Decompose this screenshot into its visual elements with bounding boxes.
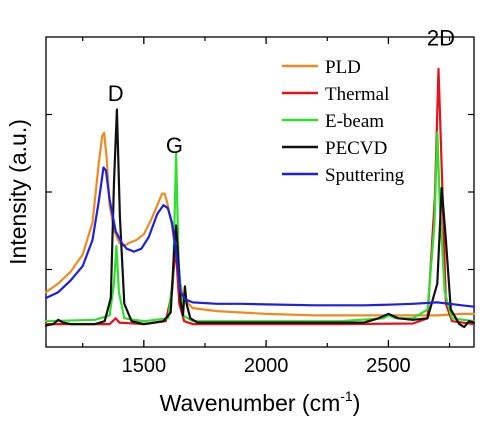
series-layer <box>44 67 476 329</box>
legend-entry-label: E-beam <box>325 111 384 132</box>
peak-label-g: G <box>166 133 183 158</box>
x-axis-label-close: ) <box>353 390 361 416</box>
legend: PLD Thermal E-beam PECVD Sputtering <box>282 57 405 186</box>
x-tick-label: 1500 <box>122 355 167 377</box>
series-line-thermal <box>44 67 476 326</box>
series-line-sputtering <box>44 166 476 308</box>
x-axis-label-superscript: -1 <box>340 388 353 404</box>
tick-layer: 1500 2000 2500 <box>46 37 474 377</box>
legend-entry-label: Sputtering <box>325 165 405 186</box>
legend-entry-label: Thermal <box>325 84 389 105</box>
series-line-pld <box>44 131 476 317</box>
series-line-pecvd <box>44 108 476 329</box>
series-line-e-beam <box>44 131 476 323</box>
legend-entry-label: PECVD <box>325 138 387 159</box>
peak-label-2d: 2D <box>427 26 455 51</box>
x-tick-label: 2000 <box>244 355 289 377</box>
peak-label-d: D <box>108 81 124 106</box>
legend-entry-label: PLD <box>325 57 361 78</box>
x-axis-label: Wavenumber (cm-1) <box>160 388 361 416</box>
x-tick-label: 2500 <box>366 355 411 377</box>
x-axis-label-main: Wavenumber (cm <box>160 390 341 416</box>
y-axis-label: Intensity (a.u.) <box>5 119 31 265</box>
annotation-layer: D G 2D <box>108 26 455 158</box>
